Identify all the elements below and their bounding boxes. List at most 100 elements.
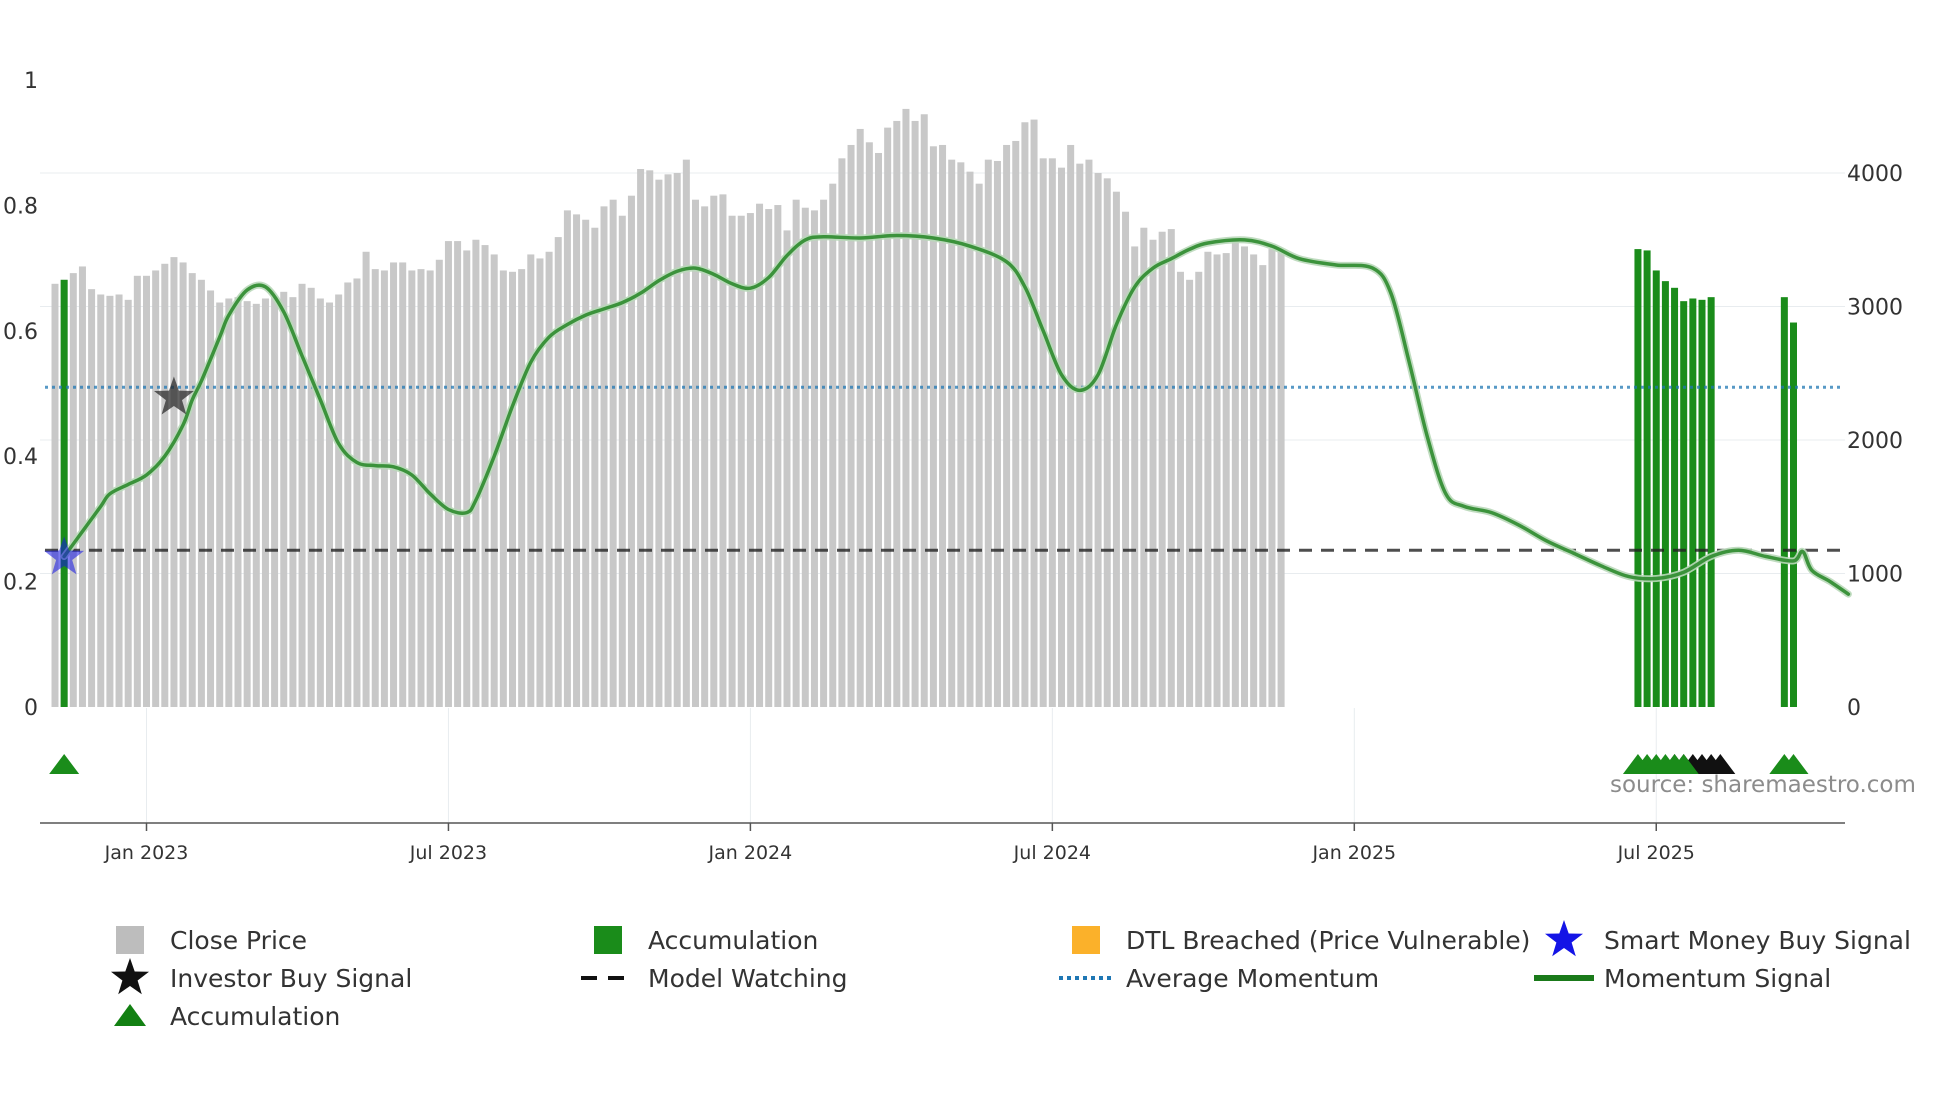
legend-label: Model Watching <box>648 964 848 993</box>
close-price-bar <box>499 270 507 707</box>
close-price-bar <box>984 159 992 707</box>
close-price-bar <box>1268 249 1276 707</box>
close-price-bar <box>673 173 681 707</box>
close-price-bar <box>1176 271 1184 707</box>
close-price-bar <box>225 298 233 707</box>
x-tick-label: Jul 2023 <box>409 842 487 864</box>
close-price-bar <box>51 283 59 707</box>
accumulation-bar <box>1680 301 1688 707</box>
close-price-bar <box>1048 158 1056 707</box>
close-price-bar <box>170 257 178 707</box>
close-price-bar <box>719 194 727 708</box>
legend-label: Smart Money Buy Signal <box>1604 926 1911 955</box>
close-price-bar <box>1158 231 1166 708</box>
legend-item: Smart Money Buy Signal <box>1545 920 1911 957</box>
smart-money-buy-star <box>44 536 85 575</box>
close-price-bar <box>1241 246 1248 708</box>
accumulation-bar <box>1790 322 1797 707</box>
close-price-bar <box>820 199 828 707</box>
close-price-bar <box>756 203 764 707</box>
accumulation-bar <box>60 279 68 707</box>
close-price-bar <box>993 160 1001 708</box>
close-price-bar <box>1131 246 1139 708</box>
accumulation-bar <box>1643 250 1651 707</box>
accumulation-marker-black <box>1705 754 1736 774</box>
close-price-bar <box>152 270 160 707</box>
legend-item: Momentum Signal <box>1534 964 1831 993</box>
legend-swatch <box>116 926 144 954</box>
close-price-bar <box>399 262 407 707</box>
close-price-bar <box>920 114 928 707</box>
lines-layer <box>45 231 1852 598</box>
close-price-bar <box>335 294 343 707</box>
accumulation-bar <box>1671 287 1679 707</box>
close-price-bar <box>1067 144 1075 708</box>
accumulation-marker-green <box>1778 754 1809 774</box>
close-price-bar <box>774 205 782 708</box>
close-price-bar <box>444 241 452 707</box>
close-price-bar <box>1140 227 1148 708</box>
momentum-signal-line <box>62 233 1851 596</box>
close-price-bar <box>261 298 269 707</box>
close-price-bar <box>380 270 388 707</box>
close-price-bar <box>161 263 169 707</box>
accumulation-bar <box>1634 249 1642 707</box>
close-price-bar <box>280 291 288 707</box>
close-price-bar <box>783 230 791 707</box>
close-price-bar <box>929 146 937 708</box>
accumulation-bar <box>1652 270 1660 707</box>
close-price-bar <box>124 299 132 707</box>
close-price-bar <box>298 283 306 707</box>
accumulation-bar <box>1780 297 1788 707</box>
close-price-bar <box>1122 211 1130 707</box>
close-price-bar <box>271 297 279 707</box>
close-price-bar <box>737 215 745 707</box>
close-price-bar <box>591 227 599 708</box>
close-price-bar <box>390 262 398 707</box>
close-price-bar <box>1222 253 1230 707</box>
legend-label: Close Price <box>170 926 307 955</box>
axis-layer: Jan 2023 Jul 2023 Jan 2024 Jul 2024 Jan 2025… <box>3 69 1903 864</box>
close-price-bar <box>1012 140 1020 707</box>
legend-item: Average Momentum <box>1059 964 1379 993</box>
close-price-bar <box>939 144 947 708</box>
close-price-bar <box>1277 250 1285 707</box>
close-price-bar <box>893 120 901 707</box>
close-price-bar <box>197 279 205 707</box>
close-price-bar <box>143 275 150 707</box>
close-price-bar <box>1204 251 1212 707</box>
x-tick-label: Jan 2025 <box>1311 842 1396 864</box>
legend-label: Investor Buy Signal <box>170 964 412 993</box>
left-y-tick-label: 0.8 <box>3 194 38 219</box>
close-price-bar <box>435 259 443 707</box>
close-price-bar <box>829 183 837 707</box>
close-price-bar <box>600 206 608 707</box>
investor-buy-star <box>154 376 194 415</box>
close-price-bar <box>810 210 818 707</box>
close-price-bar <box>902 108 910 708</box>
right-y-tick-label: 4000 <box>1847 162 1903 187</box>
close-price-bar <box>1094 173 1102 707</box>
close-price-bar <box>701 206 709 707</box>
legend-star-icon <box>1545 920 1583 957</box>
close-price-bar <box>573 214 581 707</box>
close-price-bar <box>1213 254 1221 707</box>
close-price-bar <box>207 290 215 707</box>
close-price-bar <box>362 251 370 707</box>
close-price-bar <box>527 254 535 707</box>
legend-triangle-icon <box>114 1004 146 1026</box>
close-price-bar <box>1039 158 1047 707</box>
close-price-bar <box>710 195 718 707</box>
close-price-bar <box>875 152 882 708</box>
close-price-bar <box>78 266 86 707</box>
close-price-bar <box>1030 119 1038 708</box>
close-price-bar <box>188 273 196 707</box>
legend-item: DTL Breached (Price Vulnerable) <box>1072 926 1530 955</box>
close-price-bar <box>133 275 141 707</box>
close-price-bar <box>88 289 96 707</box>
legend-item: Model Watching <box>581 964 848 993</box>
accumulation-marker-green <box>49 754 80 774</box>
close-price-bar <box>243 301 251 707</box>
close-price-bar <box>1103 178 1111 708</box>
